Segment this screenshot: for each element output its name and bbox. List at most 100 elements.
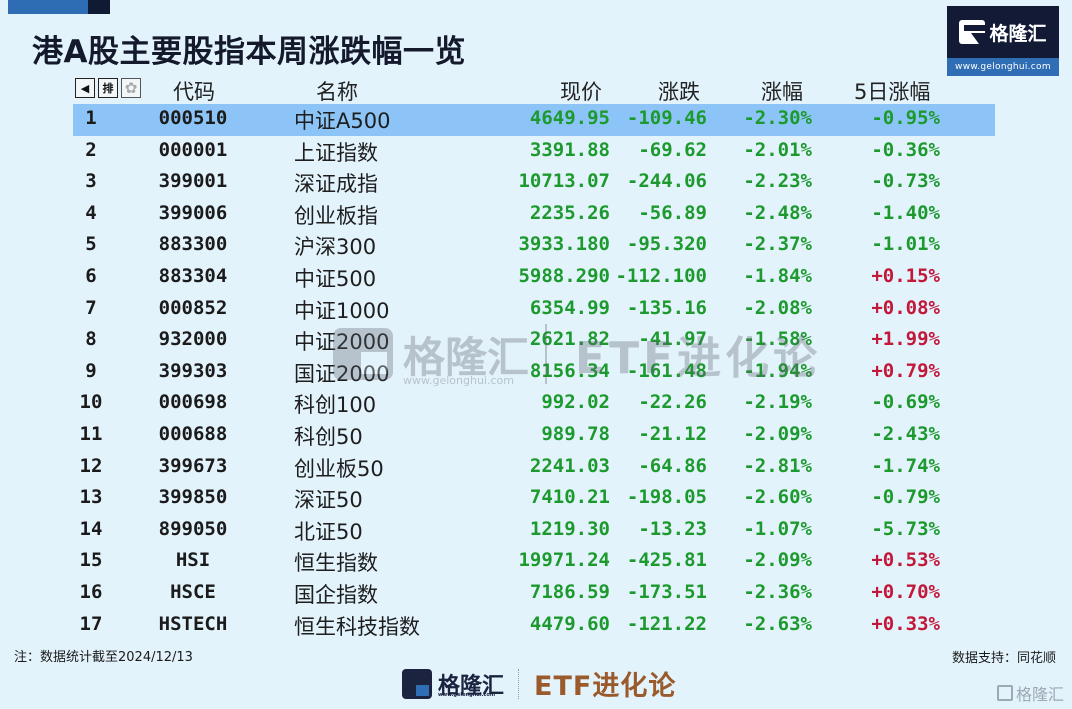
table-row[interactable]: 15 HSI 恒生指数 19971.24 -425.81 -2.09% +0.53% [73,546,995,578]
table-row[interactable]: 17 HSTECH 恒生科技指数 4479.60 -121.22 -2.63% +0.33% [73,610,995,642]
table-row[interactable]: 2 000001 上证指数 3391.88 -69.62 -2.01% -0.36% [73,136,995,168]
brand-url: www.gelonghui.com [947,58,1059,76]
corner-accent-dark [88,0,110,14]
table-row[interactable]: 14 899050 北证50 1219.30 -13.23 -1.07% -5.73% [73,515,995,547]
row-name: 国证2000 [294,361,390,386]
column-header-name[interactable]: 名称 [316,80,358,104]
table-row[interactable]: 12 399673 创业板50 2241.03 -64.86 -2.81% -1.74% [73,452,995,484]
row-code: 899050 [158,517,228,540]
gelonghui-logo-icon [959,20,986,44]
row-code: 399673 [158,454,228,477]
row-name: 中证2000 [294,330,390,355]
row-change: -41.97 [638,328,707,351]
footer-divider [518,668,520,699]
row-index: 13 [79,486,103,509]
row-code: 883300 [158,233,228,256]
row-index: 5 [85,233,97,256]
row-index: 12 [79,454,103,477]
row-price: 3391.88 [529,138,610,161]
corner-accent-blue [8,0,88,14]
row-change: -198.05 [626,486,707,509]
row-name: 中证1000 [294,298,390,323]
column-header-pct[interactable]: 涨幅 [761,80,803,104]
row-code: HSCE [170,580,216,603]
row-change: -425.81 [626,549,707,572]
row-pct: -2.19% [743,391,812,414]
row-change: -21.12 [638,422,707,445]
table-row[interactable]: 8 932000 中证2000 2621.82 -41.97 -1.58% +1.99% [73,325,995,357]
brand-name: 格隆汇 [989,22,1047,45]
row-pct: -2.60% [743,486,812,509]
row-code: 000688 [158,422,228,445]
data-source: 数据支持：同花顺 [951,651,1056,666]
row-pct5d: +0.15% [871,264,940,287]
row-index: 10 [79,391,103,414]
table-body: 1 000510 中证A500 4649.95 -109.46 -2.30% -0.95% 2… [73,104,995,641]
table-row[interactable]: 5 883300 沪深300 3933.180 -95.320 -2.37% -1.01% [73,230,995,262]
column-header-code[interactable]: 代码 [173,80,215,104]
footer-series: ETF进化论 [534,671,677,702]
row-price: 2241.03 [529,454,610,477]
table-row[interactable]: 11 000688 科创50 989.78 -21.12 -2.09% -2.43% [73,420,995,452]
table-row[interactable]: 3 399001 深证成指 10713.07 -244.06 -2.23% -0.73% [73,167,995,199]
gelonghui-logo-icon [402,668,432,699]
row-pct5d: +0.53% [871,549,940,572]
row-price: 6354.99 [529,296,610,319]
row-index: 11 [79,422,103,445]
row-code: 932000 [158,328,228,351]
footer-brand-name: 格隆汇 www.gelonghui.com [438,668,504,700]
table-row[interactable]: 4 399006 创业板指 2235.26 -56.89 -2.48% -1.40% [73,199,995,231]
row-name: 恒生科技指数 [294,614,420,639]
arrow-left-icon[interactable]: ◀ [75,78,95,98]
row-code: 399850 [158,486,228,509]
row-change: -112.100 [615,264,707,287]
row-code: 883304 [158,264,228,287]
row-price: 4649.95 [529,107,610,129]
row-pct5d: -0.36% [871,138,940,161]
table-row[interactable]: 7 000852 中证1000 6354.99 -135.16 -2.08% +0.08% [73,294,995,326]
row-price: 19971.24 [518,549,610,572]
row-pct: -2.09% [743,549,812,572]
row-pct: -2.23% [743,170,812,193]
row-pct5d: +0.70% [871,580,940,603]
column-header-price[interactable]: 现价 [560,80,602,104]
page-title: 港A股主要股指本周涨跌幅一览 [32,34,466,70]
column-header-pct5d[interactable]: 5日涨幅 [854,80,931,104]
table-header: ◀ 排 ✿ 代码 名称 现价 涨跌 涨幅 5日涨幅 [73,74,995,104]
table-row[interactable]: 13 399850 深证50 7410.21 -198.05 -2.60% -0.79% [73,483,995,515]
row-code: HSTECH [158,612,228,635]
table-row[interactable]: 1 000510 中证A500 4649.95 -109.46 -2.30% -0.95% [73,104,995,136]
corner-watermark-text: 格隆汇 [1015,685,1064,704]
row-pct5d: -0.79% [871,486,940,509]
table-row[interactable]: 10 000698 科创100 992.02 -22.26 -2.19% -0.69% [73,388,995,420]
table-row[interactable]: 6 883304 中证500 5988.290 -112.100 -1.84% +0.15% [73,262,995,294]
row-pct: -1.94% [743,359,812,382]
row-change: -95.320 [626,233,707,256]
row-index: 1 [85,107,97,129]
row-pct5d: -2.43% [871,422,940,445]
table-toolbar: ◀ 排 ✿ [75,78,141,98]
table-row[interactable]: 9 399303 国证2000 8156.34 -161.48 -1.94% +0.79% [73,357,995,389]
row-change: -173.51 [626,580,707,603]
sort-icon[interactable]: 排 [98,78,118,98]
row-name: 上证指数 [294,140,378,165]
row-pct5d: +0.79% [871,359,940,382]
row-index: 6 [85,264,97,287]
row-price: 989.78 [541,422,610,445]
row-pct: -2.30% [743,107,812,129]
row-change: -109.46 [626,107,707,129]
row-pct5d: -1.01% [871,233,940,256]
row-pct5d: -1.40% [871,201,940,224]
row-price: 992.02 [541,391,610,414]
gear-icon[interactable]: ✿ [121,78,141,98]
column-header-change[interactable]: 涨跌 [658,80,700,104]
row-price: 4479.60 [529,612,610,635]
row-code: 000001 [158,138,228,161]
table-row[interactable]: 16 HSCE 国企指数 7186.59 -173.51 -2.36% +0.70% [73,578,995,610]
row-name: 深证成指 [294,172,378,197]
row-price: 2621.82 [529,328,610,351]
row-pct5d: +1.99% [871,328,940,351]
row-pct: -2.09% [743,422,812,445]
row-change: -161.48 [626,359,707,382]
row-name: 创业板50 [294,456,384,481]
